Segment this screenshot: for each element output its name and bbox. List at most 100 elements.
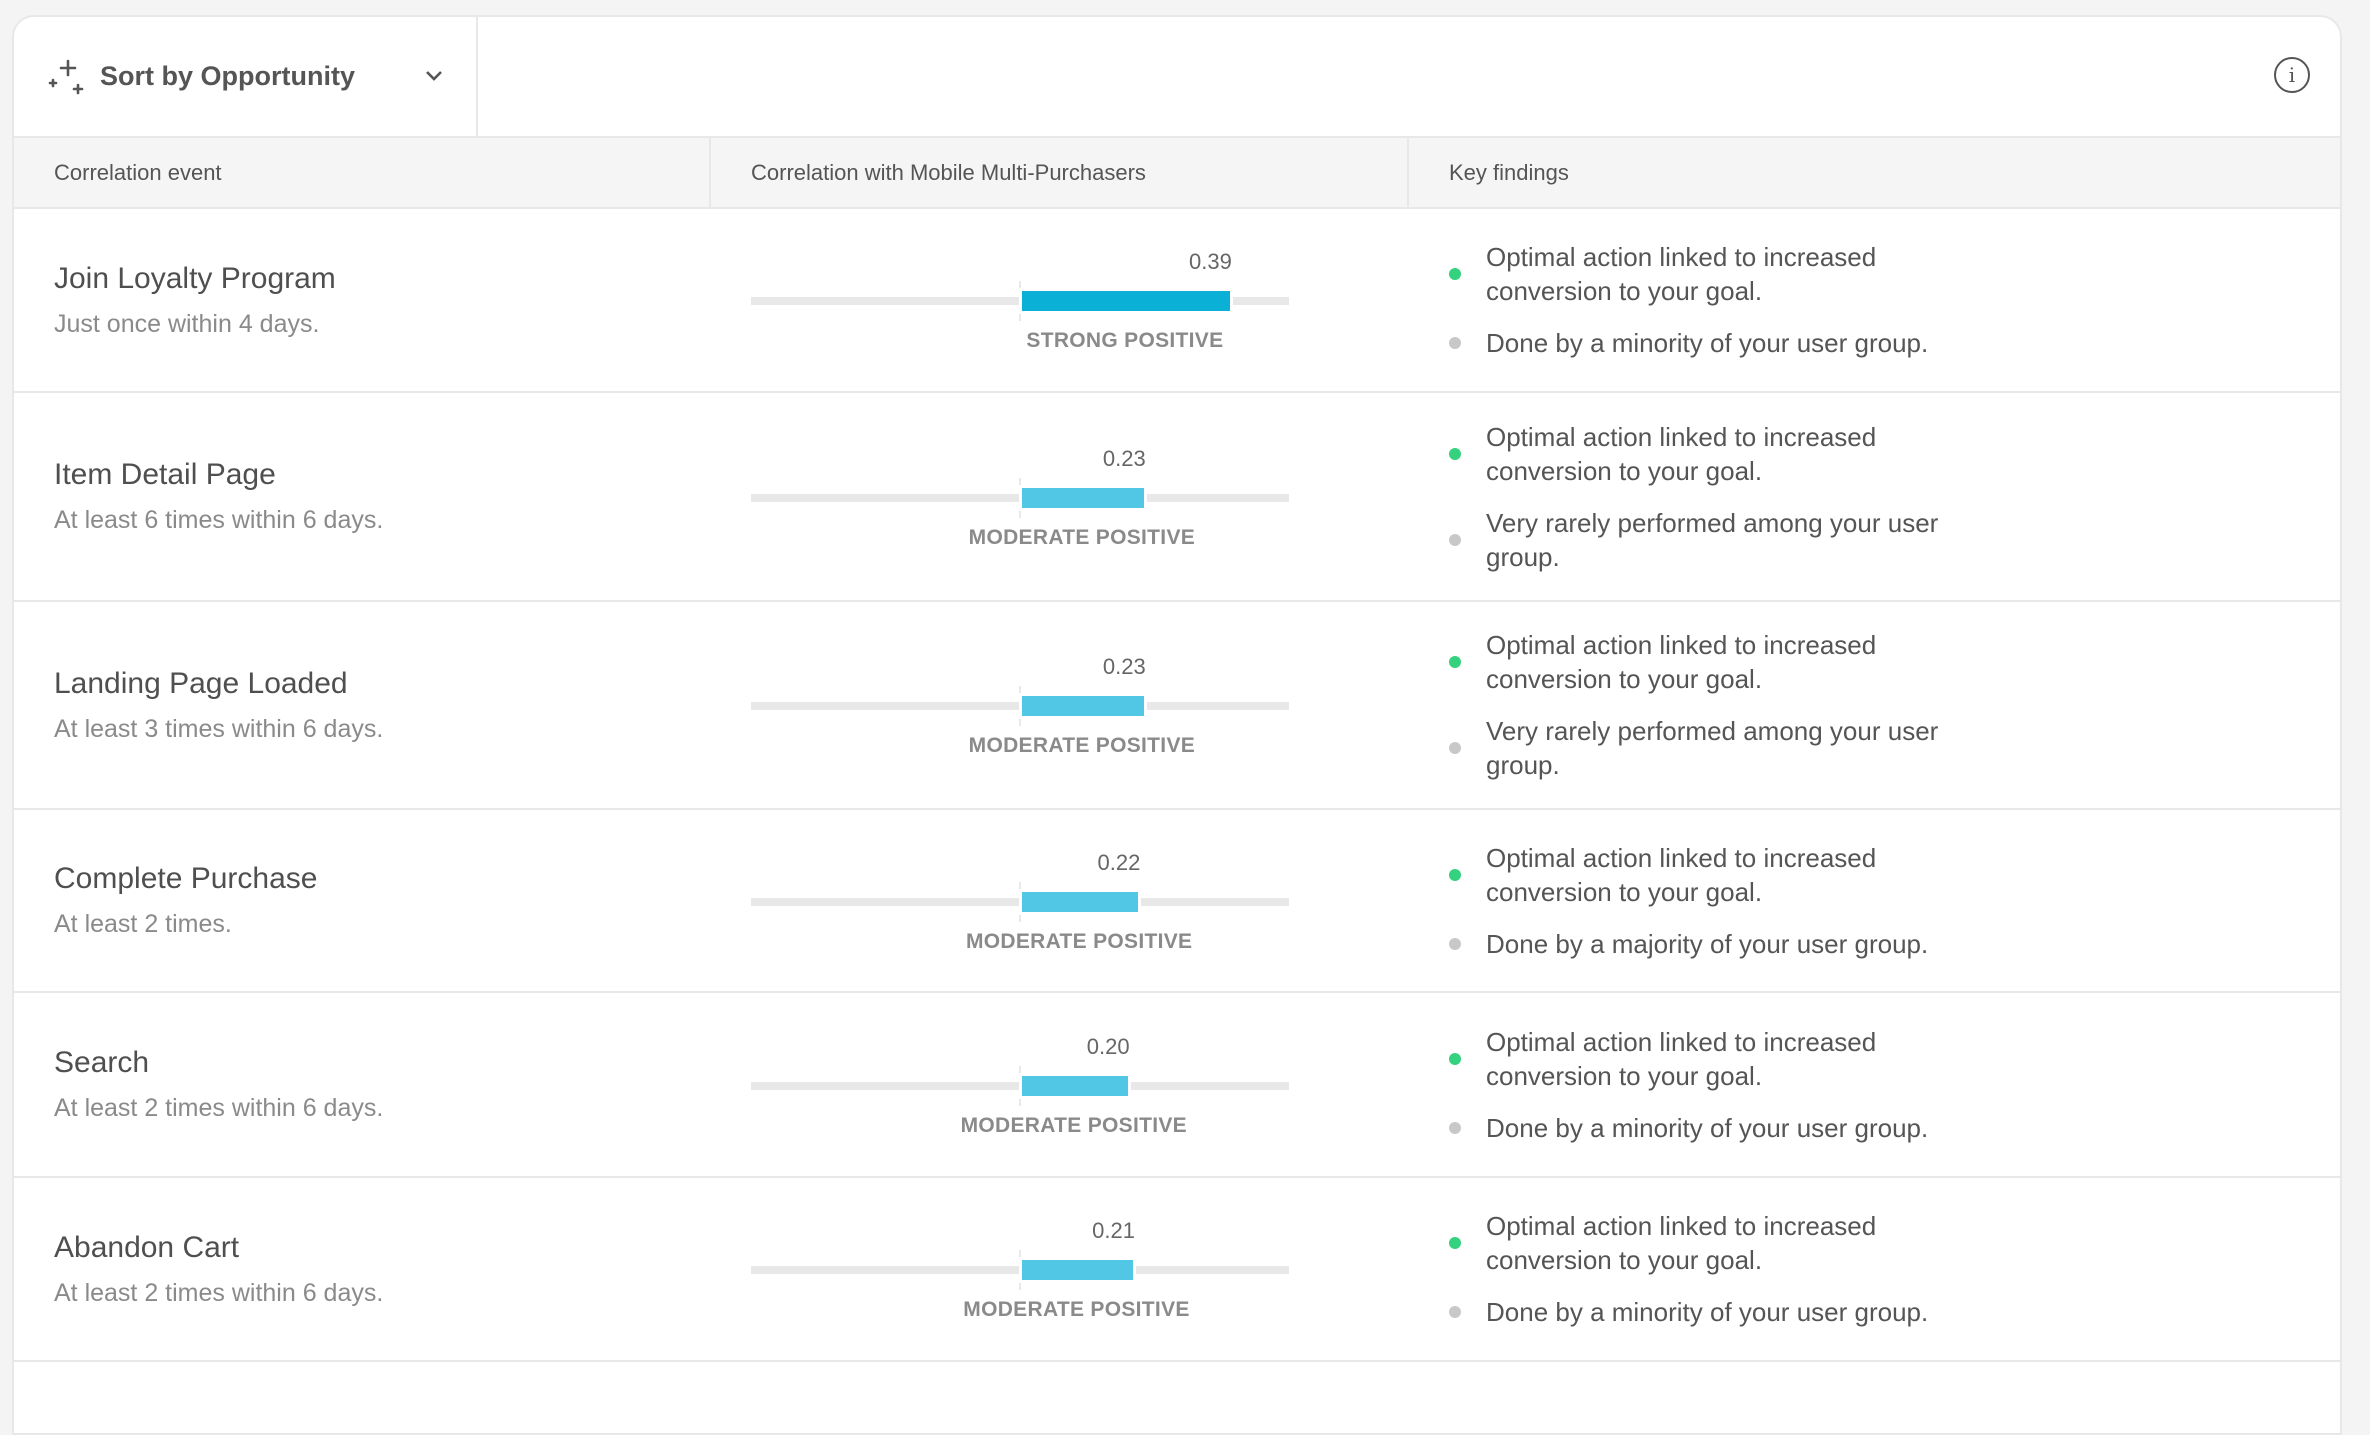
findings-cell: Optimal action linked to increased conve… [1409,1178,2340,1360]
column-header-event: Correlation event [14,138,711,207]
finding-item: Done by a minority of your user group. [1449,1295,2340,1329]
table-row[interactable]: Abandon Cart At least 2 times within 6 da… [14,1178,2340,1362]
finding-item: Optimal action linked to increased conve… [1449,1209,2340,1277]
positive-dot-icon [1449,447,1461,460]
event-cell: Item Detail Page At least 6 times within … [14,393,711,600]
chevron-down-icon [426,71,442,81]
event-name[interactable]: Item Detail Page [54,458,276,491]
toolbar: Sort by Opportunity i [14,17,2340,138]
finding-text: Optimal action linked to increased conve… [1486,1026,1877,1091]
neutral-dot-icon [1449,937,1461,950]
table-row[interactable]: Complete Purchase At least 2 times. 0.22 … [14,810,2340,993]
event-cell: Join Loyalty Program Just once within 4 d… [14,209,711,391]
correlation-category: MODERATE POSITIVE [965,929,1193,953]
finding-text: Done by a majority of your user group. [1486,928,1929,959]
correlation-value: 0.20 [1086,1033,1130,1059]
event-criteria: At least 2 times within 6 days. [54,1278,384,1307]
finding-text: Optimal action linked to increased conve… [1486,842,1877,907]
correlation-category: MODERATE POSITIVE [960,1113,1187,1137]
finding-text: Done by a minority of your user group. [1486,1112,1929,1143]
finding-item: Optimal action linked to increased conve… [1449,1025,2340,1093]
finding-item: Done by a minority of your user group. [1449,326,2340,360]
correlation-value: 0.39 [1188,249,1232,274]
sparkle-icon [48,59,84,94]
correlation-value: 0.21 [1092,1218,1135,1243]
finding-item: Very rarely performed among your user gr… [1449,506,2340,574]
event-name[interactable]: Landing Page Loaded [54,666,348,700]
finding-item: Optimal action linked to increased conve… [1449,628,2340,696]
finding-text: Optimal action linked to increased conve… [1486,630,1877,694]
findings-cell: Optimal action linked to increased conve… [1409,993,2340,1176]
correlation-cell: 0.39 STRONG POSITIVE [711,209,1409,391]
zero-line [1019,1065,1021,1106]
zero-line [1019,686,1021,726]
finding-item: Very rarely performed among your user gr… [1449,714,2340,782]
correlation-bar [1022,696,1144,716]
finding-text: Done by a minority of your user group. [1486,1297,1929,1327]
event-criteria: At least 6 times within 6 days. [54,506,384,534]
correlation-value: 0.23 [1102,445,1146,471]
correlation-cell: 0.20 MODERATE POSITIVE [711,993,1409,1176]
findings-cell: Optimal action linked to increased conve… [1409,393,2340,600]
correlation-cell: 0.21 MODERATE POSITIVE [711,1178,1409,1360]
zero-line [1019,477,1021,518]
event-name[interactable]: Search [54,1046,150,1079]
neutral-dot-icon [1449,1121,1461,1134]
event-cell: Abandon Cart At least 2 times within 6 da… [14,1178,711,1360]
finding-text: Very rarely performed among your user gr… [1486,507,1939,572]
table-row[interactable]: Join Loyalty Program Just once within 4 d… [14,209,2340,393]
zero-line [1019,881,1021,922]
event-name[interactable]: Complete Purchase [54,862,318,895]
info-icon[interactable]: i [2274,57,2310,93]
correlation-cell: 0.23 MODERATE POSITIVE [711,602,1409,808]
event-criteria: At least 2 times within 6 days. [54,1094,384,1122]
table-row[interactable]: Search At least 2 times within 6 days. 0.… [14,993,2340,1178]
event-name[interactable]: Join Loyalty Program [54,261,336,295]
event-cell: Landing Page Loaded At least 3 times with… [14,602,711,808]
correlation-cell: 0.22 MODERATE POSITIVE [711,810,1409,991]
correlation-category: STRONG POSITIVE [1026,329,1224,352]
zero-line [1019,281,1021,321]
correlation-bar [1022,487,1144,508]
finding-item: Done by a majority of your user group. [1449,927,2340,961]
column-header-findings: Key findings [1449,159,1569,185]
table-header: Correlation event Correlation with Mobil… [14,138,2340,209]
sort-dropdown[interactable]: Sort by Opportunity [14,17,478,136]
table-row[interactable]: Landing Page Loaded At least 3 times with… [14,602,2340,810]
correlation-value: 0.23 [1102,654,1146,679]
neutral-dot-icon [1449,533,1461,546]
finding-item: Optimal action linked to increased conve… [1449,420,2340,488]
correlation-value: 0.22 [1097,849,1141,875]
event-criteria: Just once within 4 days. [54,309,320,338]
correlation-category: MODERATE POSITIVE [968,525,1196,549]
correlation-bar [1022,1260,1133,1280]
neutral-dot-icon [1449,742,1461,754]
event-name[interactable]: Abandon Cart [54,1230,240,1264]
positive-dot-icon [1449,1052,1461,1065]
correlation-category: MODERATE POSITIVE [968,734,1196,757]
finding-item: Done by a minority of your user group. [1449,1111,2340,1145]
event-cell: Complete Purchase At least 2 times. [14,810,711,991]
finding-text: Optimal action linked to increased conve… [1486,1211,1877,1275]
correlation-bar [1022,891,1139,912]
correlation-bar [1022,291,1230,311]
correlation-bar [1022,1075,1128,1096]
neutral-dot-icon [1449,1306,1461,1318]
findings-cell: Optimal action linked to increased conve… [1409,810,2340,991]
table-row[interactable]: Item Detail Page At least 6 times within … [14,393,2340,602]
finding-text: Done by a minority of your user group. [1486,328,1929,358]
positive-dot-icon [1449,656,1461,668]
finding-text: Very rarely performed among your user gr… [1486,716,1939,780]
positive-dot-icon [1449,868,1461,881]
finding-text: Optimal action linked to increased conve… [1486,421,1877,486]
findings-cell: Optimal action linked to increased conve… [1409,209,2340,391]
table-body: Join Loyalty Program Just once within 4 d… [14,209,2340,1362]
event-cell: Search At least 2 times within 6 days. [14,993,711,1176]
correlation-cell: 0.23 MODERATE POSITIVE [711,393,1409,600]
finding-item: Optimal action linked to increased conve… [1449,240,2340,308]
correlation-card: Sort by Opportunity i Correlation event … [12,15,2342,1435]
positive-dot-icon [1449,1237,1461,1249]
zero-line [1019,1250,1021,1290]
positive-dot-icon [1449,268,1461,280]
finding-item: Optimal action linked to increased conve… [1449,841,2340,909]
